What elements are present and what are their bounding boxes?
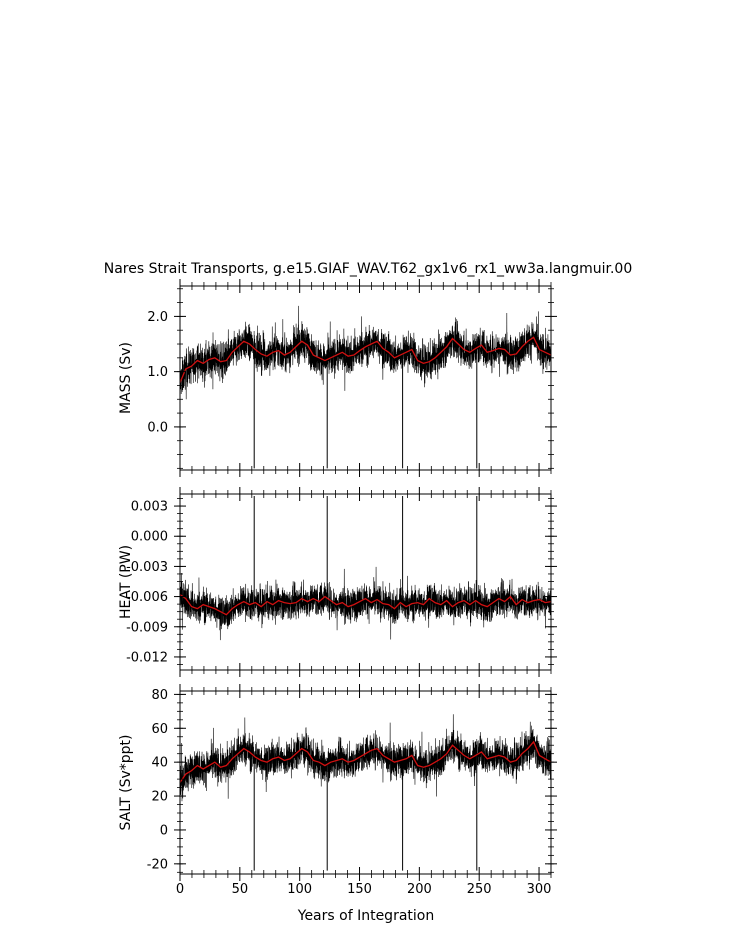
panel-2: -0.012 -0.009 -0.006 -0.003 0.000 0.003 HEAT (… — [118, 487, 557, 677]
y-tick-label-2-5: 0.000 — [131, 530, 168, 545]
y-tick-label-1-3: 2.0 — [147, 310, 168, 325]
chart-title: Nares Strait Transports, g.e15.GIAF_WAV.… — [104, 261, 633, 277]
x-tick-label-2: 50 — [232, 882, 249, 897]
y-tick-label-3-5: 60 — [151, 722, 168, 737]
panel-frame-1 — [179, 285, 552, 471]
x-tick-label-1: 0 — [176, 882, 184, 897]
y-tick-label-3-1: -20 — [147, 857, 168, 872]
y-tick-label-2-2: -0.009 — [126, 620, 168, 635]
y-axis-label-2: HEAT (PW) — [118, 545, 134, 619]
annual-series-1 — [179, 336, 552, 383]
y-axis-label-1: MASS (Sv) — [118, 342, 134, 414]
y-tick-label-3-3: 20 — [151, 790, 168, 805]
monthly-series-2 — [179, 566, 552, 641]
y-tick-label-2-1: -0.012 — [126, 650, 168, 665]
x-tick-label-5: 200 — [407, 882, 432, 897]
panel-3: -20 0 20 40 60 80 SALT (Sv*ppt) — [118, 684, 557, 881]
panel-1: 0.0 1.0 2.0 MASS (Sv) — [118, 279, 557, 477]
monthly-series-3 — [179, 714, 552, 802]
panel-frame-2 — [179, 493, 552, 671]
y-tick-label-1-2: 1.0 — [147, 365, 168, 380]
y-tick-label-3-4: 40 — [151, 756, 168, 771]
annual-series-2 — [179, 594, 552, 616]
x-tick-label-4: 150 — [347, 882, 372, 897]
x-tick-label-7: 300 — [527, 882, 552, 897]
x-axis-label: Years of Integration — [297, 908, 434, 924]
annual-series-3 — [179, 740, 552, 783]
y-tick-label-3-6: 80 — [151, 688, 168, 703]
y-tick-label-3-2: 0 — [160, 823, 168, 838]
x-tick-label-3: 100 — [287, 882, 312, 897]
x-tick-label-6: 250 — [467, 882, 492, 897]
y-tick-label-1-1: 0.0 — [147, 420, 168, 435]
y-axis-label-3: SALT (Sv*ppt) — [118, 735, 134, 831]
y-tick-label-2-6: 0.003 — [131, 500, 168, 515]
y-tick-label-2-3: -0.006 — [126, 590, 168, 605]
monthly-series-1 — [179, 305, 552, 400]
panel-frame-3 — [179, 690, 552, 875]
y-tick-label-2-4: -0.003 — [126, 560, 168, 575]
